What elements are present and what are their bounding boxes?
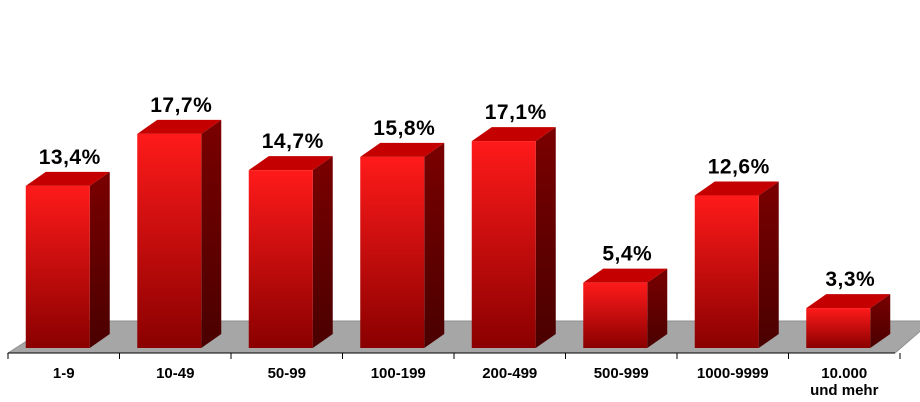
value-labels-group: 13,4% 17,7% 14,7% 15,8% 17,1% 5,4% 12,6% 3,3% (39, 94, 875, 291)
bar (25, 171, 110, 348)
x-axis: 1-9 10-49 50-99 100-199 200-499 500-999 1000-9… (7, 352, 901, 399)
bar-front-face (360, 156, 425, 348)
bar-top-face (25, 171, 110, 186)
data-label: 14,7% (262, 130, 324, 153)
bar-side-face (535, 127, 556, 348)
x-tick-label: 200-499 (482, 365, 537, 382)
x-tick-label: 10-49 (156, 365, 194, 382)
bar (583, 268, 668, 348)
data-label: 17,7% (150, 94, 212, 117)
bar-front-face (806, 308, 871, 348)
x-tick-label: 1000-9999 (697, 365, 769, 382)
bar-front-face (471, 141, 536, 348)
bar-top-face (694, 181, 779, 196)
data-label: 15,8% (373, 117, 435, 140)
bar-front-face (694, 195, 759, 348)
bar-side-face (870, 294, 891, 348)
bar-top-face (137, 119, 222, 134)
bar (360, 142, 445, 348)
bar-side-face (647, 268, 668, 348)
bar-front-face (137, 133, 202, 348)
bar-front-face (25, 185, 90, 348)
bar-side-face (424, 142, 445, 348)
data-label: 17,1% (485, 101, 547, 124)
bar (137, 119, 222, 348)
data-label: 12,6% (708, 156, 770, 179)
bar-top-face (583, 268, 668, 283)
bar-side-face (201, 119, 222, 348)
bar-side-face (312, 156, 333, 348)
x-tick-label: 1-9 (53, 365, 75, 382)
x-tick-label: 10.000 und mehr (810, 365, 878, 399)
bar-top-face (471, 127, 556, 142)
bars-group (25, 119, 891, 348)
bar (248, 156, 333, 348)
x-tick-label: 50-99 (268, 365, 306, 382)
bar-front-face (583, 282, 648, 348)
bar-side-face (758, 181, 779, 348)
data-label: 3,3% (825, 268, 875, 291)
data-label: 13,4% (39, 146, 101, 169)
data-label: 5,4% (602, 243, 652, 266)
bar-side-face (89, 171, 110, 348)
bar-top-face (248, 156, 333, 171)
bar-front-face (248, 170, 313, 348)
x-tick-label: 500-999 (594, 365, 649, 382)
bar (806, 294, 891, 348)
bar (694, 181, 779, 348)
x-tick-label: 100-199 (371, 365, 426, 382)
bar-top-face (806, 294, 891, 309)
bar (471, 127, 556, 348)
bar-top-face (360, 142, 445, 157)
